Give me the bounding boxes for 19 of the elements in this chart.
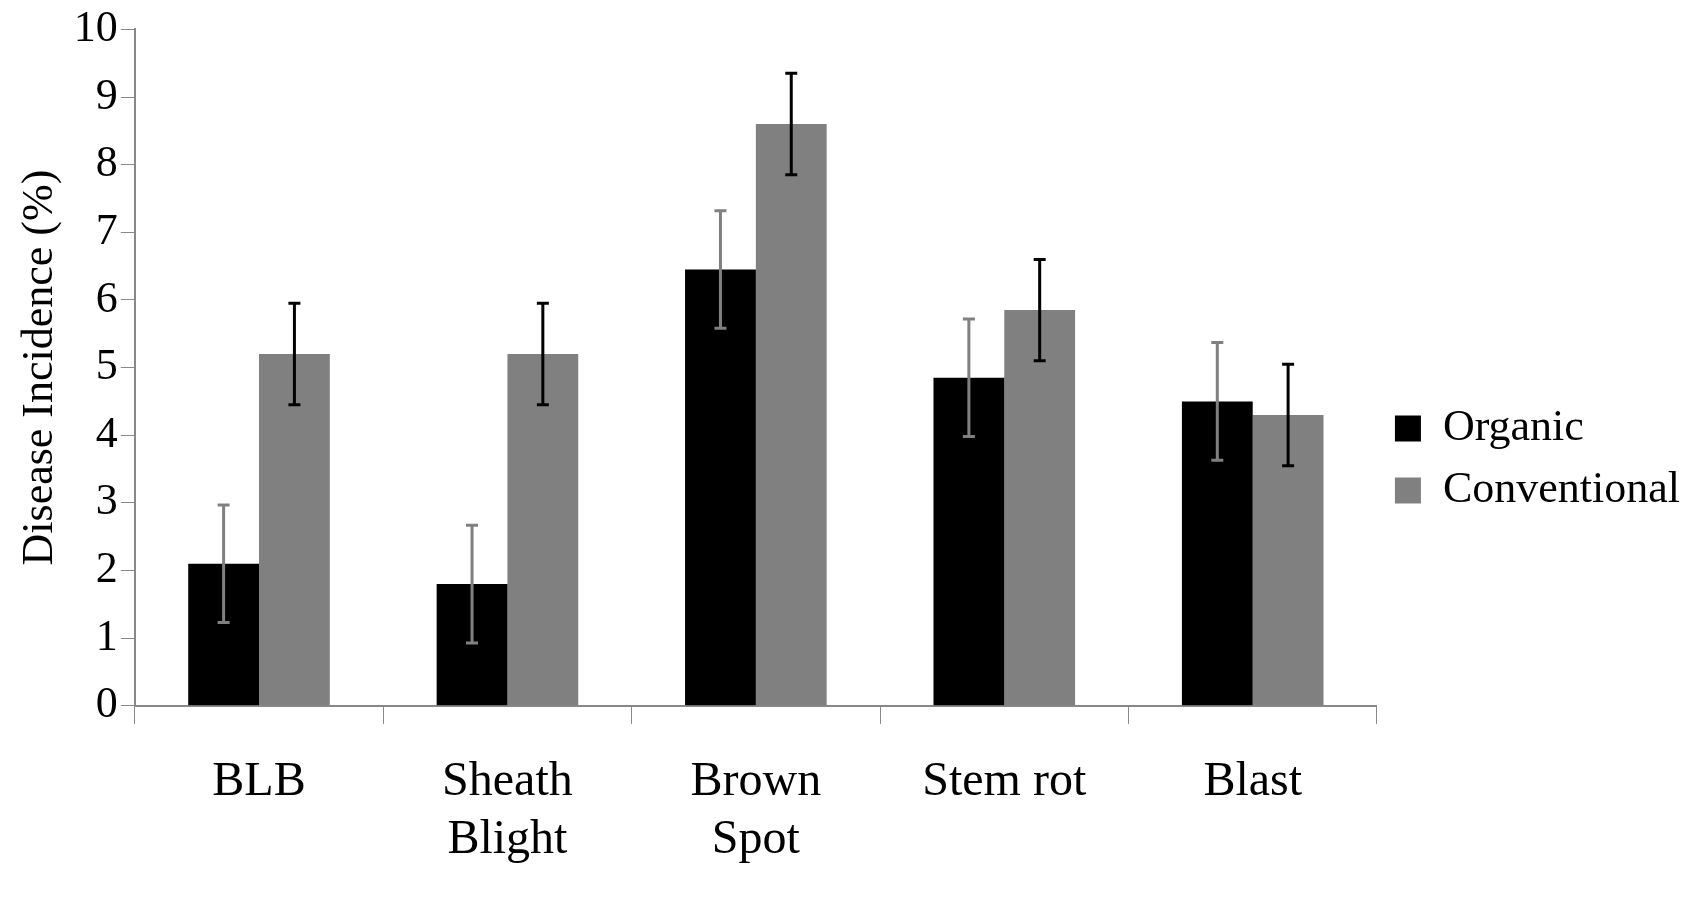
y-axis-title: Disease Incidence (%) <box>12 169 62 566</box>
y-tick-label: 7 <box>95 204 118 254</box>
y-tick-label: 0 <box>95 678 118 728</box>
y-tick-label: 8 <box>95 137 118 187</box>
x-tick-label: Stem rot <box>922 752 1087 806</box>
y-tick-label: 10 <box>73 1 118 51</box>
y-tick-label: 9 <box>95 69 118 119</box>
y-tick-label: 3 <box>95 475 118 525</box>
y-tick-label: 6 <box>95 272 118 322</box>
y-tick-label: 1 <box>95 610 118 660</box>
y-tick-label: 2 <box>95 543 118 593</box>
x-tick-label: Sheath Blight <box>442 752 573 863</box>
x-tick-label: Blast <box>1203 752 1303 806</box>
y-tick-label: 5 <box>95 340 118 390</box>
x-tick-label: BLB <box>212 752 306 806</box>
x-tick-label: Brown Spot <box>690 752 822 863</box>
legend-label: Organic <box>1442 401 1584 451</box>
legend-label: Conventional <box>1442 463 1681 513</box>
y-tick-label: 4 <box>95 407 118 457</box>
